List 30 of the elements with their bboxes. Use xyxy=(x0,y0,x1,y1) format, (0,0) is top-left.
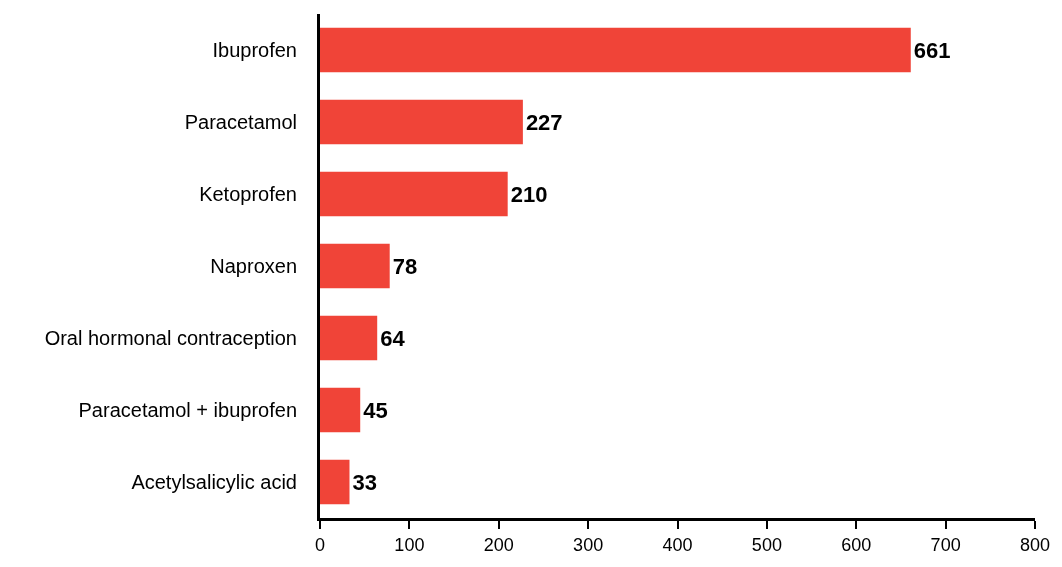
bar xyxy=(320,243,390,289)
x-tick-label: 500 xyxy=(751,534,782,555)
bar xyxy=(320,387,361,433)
bar xyxy=(320,459,350,505)
data-label: 210 xyxy=(510,181,548,207)
x-tick-label: 800 xyxy=(1019,534,1051,555)
y-tick-label: Naproxen xyxy=(210,255,297,277)
bar xyxy=(320,171,508,217)
y-tick-label: Oral hormonal contraception xyxy=(44,327,297,349)
y-tick-label: Ibuprofen xyxy=(212,39,297,61)
data-label: 33 xyxy=(352,469,377,495)
data-label: 227 xyxy=(525,109,563,135)
x-tick-label: 0 xyxy=(314,534,326,555)
x-tick-label: 400 xyxy=(662,534,693,555)
bar xyxy=(320,27,911,73)
y-tick-label: Acetylsalicylic acid xyxy=(131,471,297,493)
y-tick-label: Paracetamol xyxy=(184,111,297,133)
data-label: 64 xyxy=(380,325,406,351)
bar xyxy=(320,315,378,361)
y-tick-label: Ketoprofen xyxy=(199,183,297,205)
bar xyxy=(320,99,523,145)
x-tick-label: 600 xyxy=(841,534,872,555)
data-label: 45 xyxy=(363,397,388,423)
data-label: 661 xyxy=(913,37,951,63)
data-label: 78 xyxy=(392,253,418,279)
x-tick-label: 700 xyxy=(930,534,961,555)
x-tick-label: 300 xyxy=(573,534,604,555)
y-tick-label: Paracetamol + ibuprofen xyxy=(78,399,297,421)
x-tick-label: 200 xyxy=(483,534,514,555)
x-tick-label: 100 xyxy=(394,534,425,555)
